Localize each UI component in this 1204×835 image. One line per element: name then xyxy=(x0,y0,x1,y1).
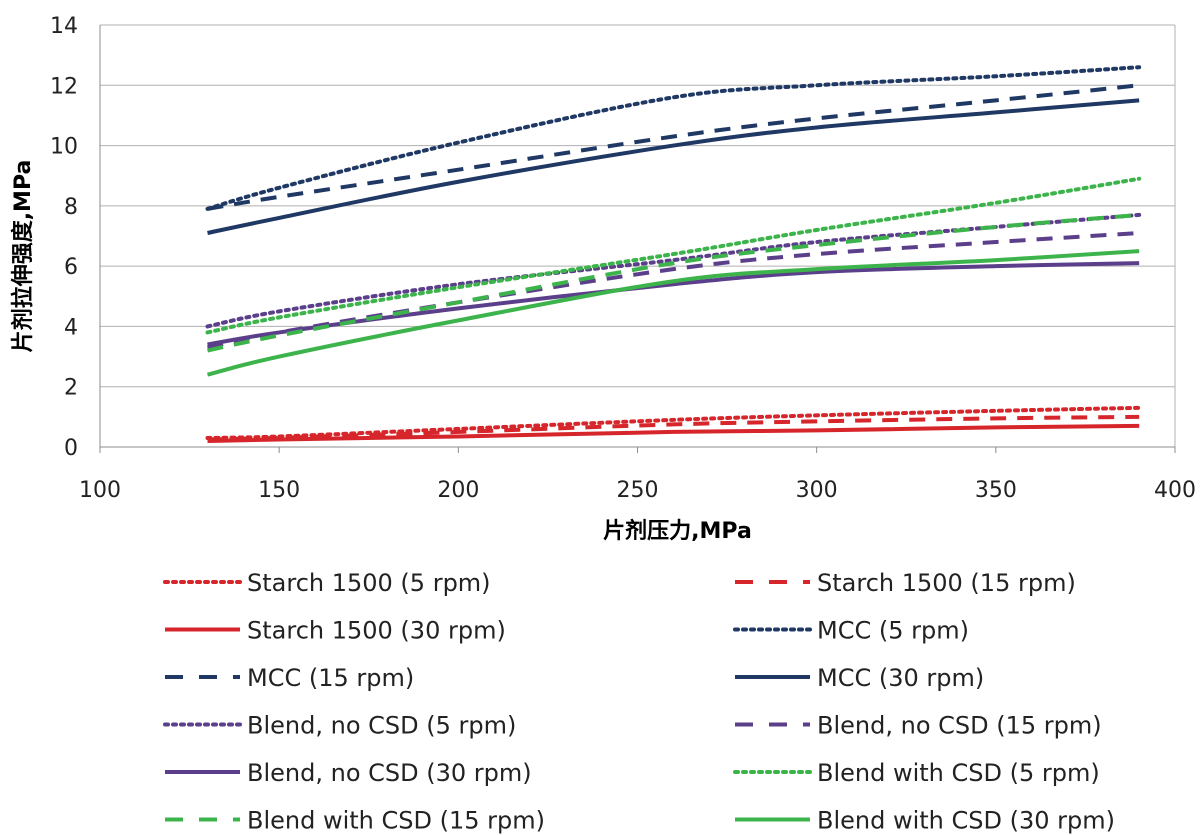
x-tick-label: 400 xyxy=(1154,478,1196,503)
y-tick-label: 10 xyxy=(50,135,78,160)
legend-label: Starch 1500 (15 rpm) xyxy=(817,569,1076,597)
x-tick-label: 150 xyxy=(258,478,300,503)
legend-item: Starch 1500 (15 rpm) xyxy=(735,569,1076,597)
x-axis-title: 片剂压力,MPa xyxy=(603,518,752,544)
x-tick-label: 250 xyxy=(617,478,659,503)
legend-item: MCC (5 rpm) xyxy=(733,617,969,645)
legend-label: MCC (30 rpm) xyxy=(817,664,984,692)
series-line xyxy=(207,230,1140,350)
legend-item: MCC (15 rpm) xyxy=(165,664,414,692)
y-tick-label: 6 xyxy=(64,255,78,280)
series-lines xyxy=(205,65,1142,443)
legend-label: Starch 1500 (5 rpm) xyxy=(247,569,491,597)
legend-item: Blend, no CSD (30 rpm) xyxy=(165,759,532,787)
legend-item: Starch 1500 (5 rpm) xyxy=(163,569,491,597)
y-tick-label: 14 xyxy=(50,14,78,39)
series-line xyxy=(207,98,1140,235)
y-tick-label: 8 xyxy=(64,195,78,220)
legend-label: Blend with CSD (15 rpm) xyxy=(247,807,545,835)
series-line xyxy=(205,176,1142,335)
y-axis-title: 片剂拉伸强度,MPa xyxy=(10,160,36,353)
legend-item: Blend with CSD (30 rpm) xyxy=(735,807,1115,835)
legend-label: MCC (5 rpm) xyxy=(817,617,969,645)
legend-label: Blend with CSD (5 rpm) xyxy=(817,759,1100,787)
series-line xyxy=(207,249,1140,377)
legend-item: MCC (30 rpm) xyxy=(735,664,984,692)
x-tick-label: 200 xyxy=(437,478,479,503)
series-line xyxy=(205,405,1142,440)
legend: Starch 1500 (5 rpm) Starch 1500 (15 rpm) S… xyxy=(163,569,1115,835)
series-line xyxy=(207,261,1140,347)
y-tick-label: 12 xyxy=(50,74,78,99)
series-line xyxy=(205,65,1142,211)
series-line xyxy=(207,423,1140,443)
legend-label: Blend, no CSD (15 rpm) xyxy=(817,712,1102,740)
legend-label: MCC (15 rpm) xyxy=(247,664,414,692)
legend-label: Blend with CSD (30 rpm) xyxy=(817,807,1115,835)
legend-item: Blend, no CSD (15 rpm) xyxy=(735,712,1102,740)
y-tick-label: 4 xyxy=(64,315,78,340)
legend-label: Blend, no CSD (5 rpm) xyxy=(247,712,516,740)
y-tick-label: 2 xyxy=(64,376,78,401)
legend-item: Blend, no CSD (5 rpm) xyxy=(163,712,516,740)
x-tick-label: 350 xyxy=(975,478,1017,503)
axes: 片剂压力,MPa 片剂拉伸强度,MPa 0 2 4 6 8 10 12 14 100 150 200… xyxy=(10,14,1196,544)
legend-item: Blend with CSD (15 rpm) xyxy=(165,807,545,835)
x-tick-label: 300 xyxy=(796,478,838,503)
legend-item: Starch 1500 (30 rpm) xyxy=(165,617,506,645)
x-tick-label: 100 xyxy=(79,478,121,503)
series-line xyxy=(207,212,1140,353)
legend-label: Blend, no CSD (30 rpm) xyxy=(247,759,532,787)
legend-label: Starch 1500 (30 rpm) xyxy=(247,617,506,645)
legend-item: Blend with CSD (5 rpm) xyxy=(733,759,1100,787)
y-tick-label: 0 xyxy=(64,436,78,461)
series-line xyxy=(207,414,1140,442)
grid-lines xyxy=(100,24,1175,448)
series-line xyxy=(207,83,1140,211)
